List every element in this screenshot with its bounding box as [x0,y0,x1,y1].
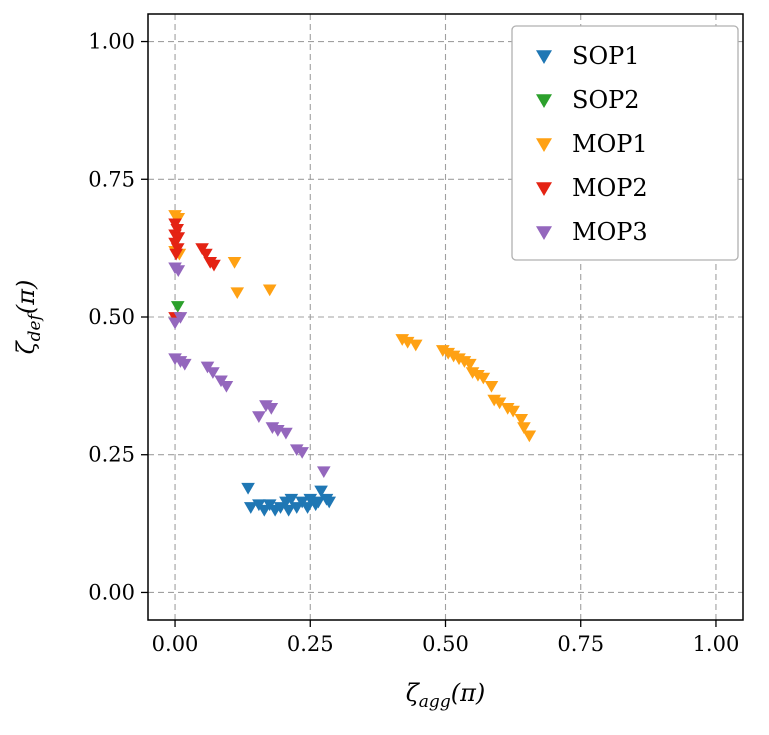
data-point-sop1 [322,496,337,509]
data-point-mop1 [492,397,507,410]
data-point-mop3 [206,367,220,379]
data-point-sop1 [289,502,304,514]
legend-marker-sop2 [536,94,552,108]
data-point-sop1 [311,496,326,509]
data-point-sop1 [284,493,299,506]
data-point-sop1 [281,504,296,517]
legend-marker-mop1 [536,138,552,152]
x-tick-label: 1.00 [693,632,740,656]
data-point-mop1 [506,405,520,418]
data-point-mop3 [177,358,192,371]
data-point-mop3 [264,403,279,415]
data-point-sop2 [170,301,185,313]
data-point-mop1 [463,358,477,371]
data-point-mop3 [168,317,182,330]
legend-marker-mop2 [536,182,552,196]
data-point-mop3 [279,427,293,440]
x-tick-label: 0.75 [557,632,604,656]
data-point-mop1 [227,257,242,269]
x-tick-label: 0.25 [287,632,334,656]
data-point-mop2 [207,259,221,272]
y-axis-label: ζdef(π) [12,280,45,355]
x-axis-label: ζagg(π) [406,679,485,712]
data-point-mop1 [484,380,499,393]
data-point-mop1 [408,339,423,352]
y-tick-label: 0.75 [88,167,135,191]
data-point-mop1 [517,422,531,434]
legend-marker-sop1 [536,50,552,64]
y-tick-label: 1.00 [88,30,135,54]
data-point-mop1 [522,430,537,443]
data-point-mop3 [171,265,186,277]
x-tick-label: 0.50 [422,632,469,656]
y-tick-label: 0.00 [88,580,135,604]
data-point-sop1 [243,502,258,514]
data-point-sop1 [241,482,255,495]
data-point-sop1 [257,504,272,517]
legend-label-sop1: SOP1 [572,42,640,70]
data-point-mop3 [252,411,266,423]
legend-marker-mop3 [536,226,552,240]
data-point-sop1 [314,485,328,498]
data-point-mop2 [169,248,183,261]
data-point-mop3 [295,447,309,459]
data-point-mop1 [476,372,491,385]
legend-label-sop2: SOP2 [572,86,640,114]
data-point-mop3 [316,466,331,479]
y-tick-label: 0.25 [88,443,135,467]
y-tick-label: 0.50 [88,305,135,329]
data-point-mop1 [514,414,529,426]
data-point-mop3 [219,380,234,393]
data-point-mop1 [262,284,277,297]
data-point-sop1 [300,502,315,514]
data-point-mop3 [173,312,188,324]
x-tick-label: 0.00 [152,632,199,656]
legend-label-mop3: MOP3 [572,218,648,246]
data-point-mop2 [199,248,213,261]
legend-label-mop2: MOP2 [572,174,648,202]
legend-box [511,25,739,261]
legend-label-mop1: MOP1 [572,130,648,158]
data-point-mop1 [230,287,245,300]
